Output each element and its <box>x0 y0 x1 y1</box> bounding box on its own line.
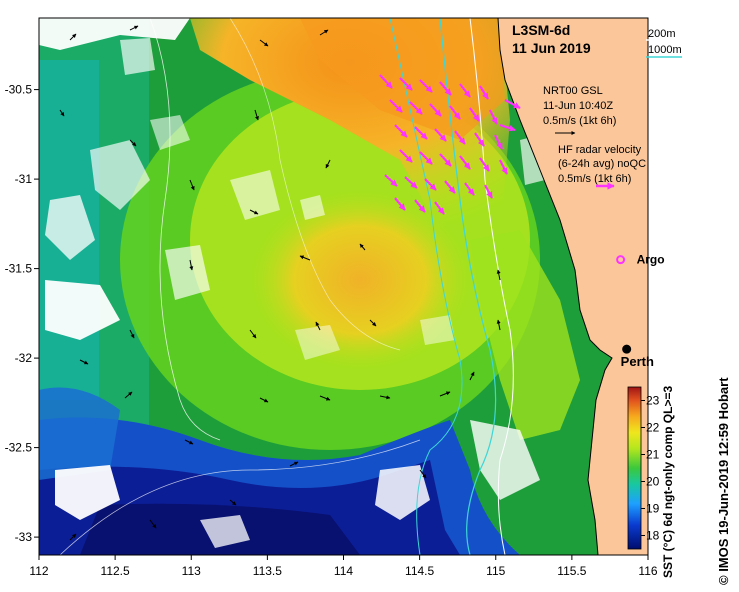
isobath-200m-label: 200m <box>648 28 676 40</box>
isobath-1000m-outer <box>389 18 463 555</box>
colorbar-tick-label: 23 <box>646 394 660 408</box>
x-tick-label: 113.5 <box>253 564 282 578</box>
city-label: Perth <box>621 354 654 369</box>
argo-label: Argo <box>637 253 665 267</box>
y-tick-label: -31.5 <box>5 262 33 276</box>
colorbar-ramp <box>627 386 642 550</box>
date-title: 11 Jun 2019 <box>512 40 591 56</box>
product-title: L3SM-6d <box>512 22 570 38</box>
city-dot-icon <box>622 344 632 354</box>
gsl-scale: 0.5m/s (1kt 6h) <box>543 115 616 127</box>
x-tick-label: 112 <box>29 564 48 578</box>
argo-marker: Argo <box>616 253 665 267</box>
colorbar-tick-label: 21 <box>646 448 660 462</box>
gsl-vectors <box>59 25 501 541</box>
x-tick-label: 113 <box>182 564 201 578</box>
colorbar-ticks: 18 19 20 21 22 23 <box>641 394 660 543</box>
cloud-gaps <box>39 18 545 548</box>
x-tick-label: 114 <box>334 564 353 578</box>
x-tick-label: 115 <box>486 564 505 578</box>
isobath-200m <box>469 18 514 555</box>
y-tick-label: -31 <box>15 172 33 186</box>
colorbar-label: SST (°C) 6d ngt-only comp QL>=3 <box>661 385 675 578</box>
colorbar-tick-label: 20 <box>646 475 660 489</box>
vector-legend: NRT00 GSL 11-Jun 10:40Z 0.5m/s (1kt 6h) … <box>543 85 646 190</box>
hf-subtitle: (6-24h avg) noQC <box>558 158 646 170</box>
credit-text: © IMOS 19-Jun-2019 12:59 Hobart <box>716 377 731 585</box>
land-mass <box>497 18 648 555</box>
isobath-legend: 200m 1000m <box>646 28 682 58</box>
y-tick-label: -32.5 <box>5 441 33 455</box>
isobath-1000m <box>439 18 497 555</box>
colorbar-tick-label: 18 <box>646 529 660 543</box>
argo-icon <box>616 255 626 265</box>
y-tick-label: -32 <box>15 351 33 365</box>
colorbar: 18 19 20 21 22 23 <box>627 386 660 550</box>
hf-scale: 0.5m/s (1kt 6h) <box>558 173 631 185</box>
x-tick-label: 116 <box>638 564 657 578</box>
x-axis: 112 112.5 113 113.5 114 114.5 115 115.5 116 <box>29 555 658 578</box>
y-tick-label: -33 <box>15 530 33 544</box>
gsl-time: 11-Jun 10:40Z <box>543 100 613 112</box>
perth-marker: Perth <box>621 344 654 369</box>
hf-title: HF radar velocity <box>558 144 642 156</box>
hf-radar-vectors <box>379 74 521 215</box>
x-tick-label: 115.5 <box>557 564 586 578</box>
isobath-1000m-label: 1000m <box>648 44 682 56</box>
x-tick-label: 112.5 <box>101 564 130 578</box>
y-tick-label: -30.5 <box>5 83 33 97</box>
x-tick-label: 114.5 <box>405 564 434 578</box>
colorbar-tick-label: 19 <box>646 502 660 516</box>
colorbar-tick-label: 22 <box>646 421 660 435</box>
y-axis: -30.5 -31 -31.5 -32 -32.5 -33 <box>5 83 39 544</box>
sst-field <box>39 18 648 555</box>
gsl-title: NRT00 GSL <box>543 85 603 97</box>
